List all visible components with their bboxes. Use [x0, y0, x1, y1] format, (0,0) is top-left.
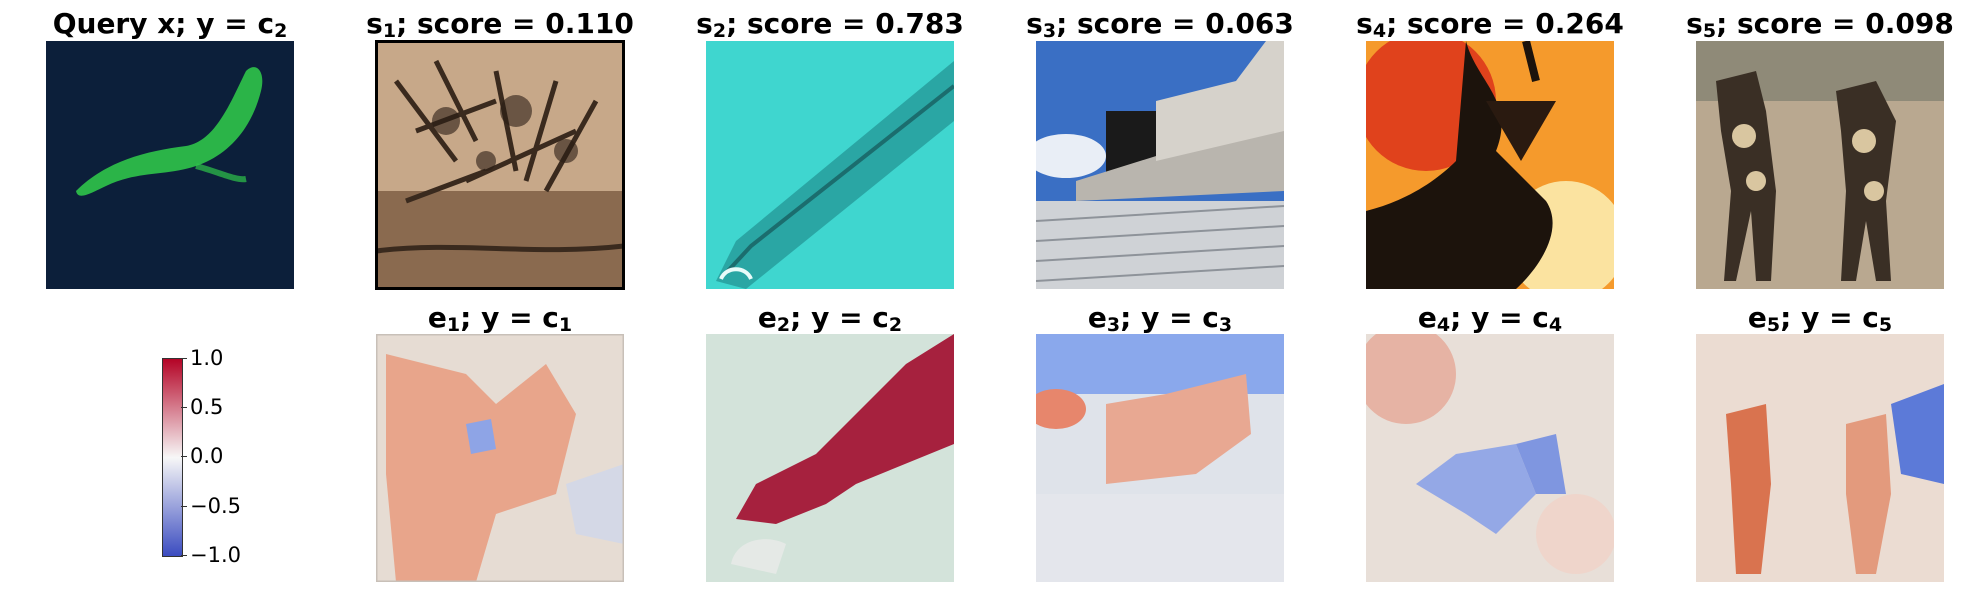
colorbar-tick	[181, 456, 187, 457]
query-image	[46, 41, 294, 289]
support-5-image	[1696, 41, 1944, 289]
support-1-image	[376, 41, 624, 289]
explanation-3-heatmap	[1036, 334, 1284, 582]
explanation-4-heatmap	[1366, 334, 1614, 582]
colorbar-tick-label: 1.0	[190, 346, 223, 370]
colorbar-tick-label: 0.5	[190, 395, 223, 419]
colorbar-tick	[181, 506, 187, 507]
support-4-image	[1366, 41, 1614, 289]
explanation-1-heatmap	[376, 334, 624, 582]
colorbar-tick-label: −1.0	[190, 543, 241, 567]
explanation-5-heatmap	[1696, 334, 1944, 582]
support-3-image	[1036, 41, 1284, 289]
colorbar-tick	[181, 407, 187, 408]
colorbar-tick-label: −0.5	[190, 494, 241, 518]
support-2-image	[706, 41, 954, 289]
colorbar-tick	[181, 555, 187, 556]
colorbar	[162, 358, 183, 557]
colorbar-tick-label: 0.0	[190, 444, 223, 468]
colorbar-tick	[181, 358, 187, 359]
explanation-2-heatmap	[706, 334, 954, 582]
